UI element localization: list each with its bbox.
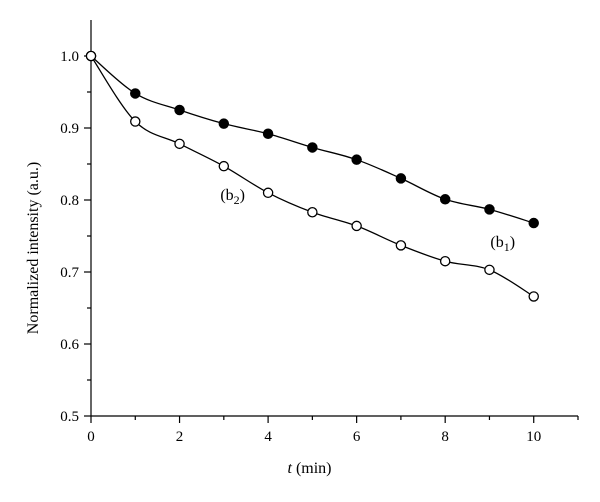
data-point-b2 xyxy=(174,138,185,150)
series-points xyxy=(85,50,539,302)
annotations: (b1) (b2) xyxy=(220,187,515,254)
data-point-b1 xyxy=(307,142,318,153)
series-lines xyxy=(90,55,535,298)
x-axis-title: t (min) xyxy=(288,460,332,477)
y-tick-label: 0.6 xyxy=(60,337,79,353)
data-point-b2 xyxy=(528,291,539,302)
data-point-b1 xyxy=(130,88,141,99)
data-point-b2 xyxy=(395,240,407,251)
x-tick-label: 4 xyxy=(264,429,272,445)
x-tick-label: 6 xyxy=(353,429,361,445)
data-point-b2 xyxy=(439,255,451,267)
data-point-b1 xyxy=(262,128,274,140)
x-tick-label: 2 xyxy=(176,429,184,445)
x-tick-label: 8 xyxy=(441,429,449,445)
x-tick-label: 0 xyxy=(87,429,95,445)
x-ticks: 0 2 4 6 8 10 xyxy=(87,416,579,445)
data-point-b1 xyxy=(484,204,495,215)
y-tick-label: 0.9 xyxy=(60,121,79,137)
series-line-b2 xyxy=(90,55,535,298)
x-tick-label: 10 xyxy=(526,429,541,445)
data-point-b2 xyxy=(130,116,141,127)
data-point-b1 xyxy=(439,194,451,205)
data-point-b2 xyxy=(484,264,495,276)
y-tick-label: 1.0 xyxy=(60,49,79,65)
data-point-b1 xyxy=(351,154,362,165)
series-label-b2: (b2) xyxy=(220,187,245,207)
y-axis-title: Normalized intensity (a.u.) xyxy=(25,162,42,334)
data-point-b2 xyxy=(351,220,362,232)
x-axis-title-variable: t xyxy=(288,460,293,477)
data-point-b1 xyxy=(218,118,230,129)
data-point-b2 xyxy=(218,160,230,172)
data-point-b2 xyxy=(307,206,318,218)
y-tick-label: 0.7 xyxy=(60,265,79,281)
x-axis-title-unit: (min) xyxy=(292,460,332,477)
y-tick-label: 0.5 xyxy=(60,409,79,425)
data-point-b1 xyxy=(174,104,185,116)
data-point-b1 xyxy=(528,217,539,229)
axes xyxy=(90,20,578,417)
y-ticks: 0.5 0.6 0.7 0.8 0.9 1.0 xyxy=(60,49,91,425)
data-point-b2 xyxy=(262,187,274,199)
series-line-b1 xyxy=(90,55,534,224)
data-point-b1 xyxy=(395,173,407,184)
y-tick-label: 0.8 xyxy=(60,193,79,209)
series-label-b1: (b1) xyxy=(490,234,515,254)
data-point-b2 xyxy=(85,50,97,62)
